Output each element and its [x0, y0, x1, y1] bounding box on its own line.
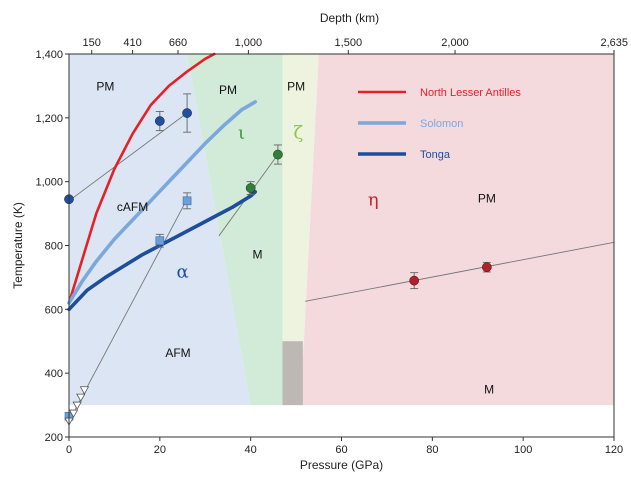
guide-line-2: [218, 154, 279, 237]
region-alpha: [69, 54, 251, 406]
y-tick-label-2: 600: [45, 304, 63, 316]
data-point-circle-blue-1: [154, 116, 165, 126]
depth-axis-title: Depth (km): [320, 11, 379, 25]
region-eta: [300, 54, 614, 406]
x-tick-label-6: 120: [605, 444, 623, 456]
series-line-solomon: [67, 100, 258, 305]
series-line-north-lesser-antilles: [67, 52, 216, 305]
y-tick-label-0: 200: [45, 432, 63, 444]
depth-axis: 150 410 660 1,000 1,500 2,000 2,635: [83, 37, 628, 54]
x-tick-label-5: 100: [514, 444, 532, 456]
region-label-cafm-3: cAFM: [117, 200, 148, 214]
y-tick-label-6: 1,400: [35, 49, 63, 61]
x-tick-label-2: 40: [245, 444, 257, 456]
region-label-pm-6: PM: [478, 191, 496, 205]
depth-tick-label-2: 660: [169, 37, 187, 49]
depth-tick-label-4: 1,500: [335, 37, 363, 49]
region-labels: PM PM PM cAFM M AFM PM Mα ι ζ η: [96, 80, 496, 397]
region-label-pm-0: PM: [96, 80, 114, 94]
guide-line-3: [305, 241, 615, 302]
phase-symbol-2: ζ: [293, 123, 303, 144]
legend-label-tonga: Tonga: [420, 149, 451, 161]
legend: North Lesser Antilles Solomon Tonga: [358, 87, 521, 161]
y-tick-label-1: 400: [45, 368, 63, 380]
region-iota: [187, 54, 283, 406]
data-point-square-lightblue-4: [155, 236, 165, 246]
guide-lines: [68, 112, 615, 422]
region-label-pm-2: PM: [287, 80, 305, 94]
x-axis-title: Pressure (GPa): [300, 458, 383, 472]
region-label-m-4: M: [252, 247, 262, 261]
phase-symbol-0: α: [176, 261, 188, 282]
region-label-m-7: M: [484, 382, 494, 396]
guide-line-0: [68, 112, 188, 202]
data-point-circle-green-6: [245, 183, 256, 193]
phase-symbol-3: η: [368, 190, 379, 211]
series-line-tonga: [67, 190, 258, 312]
geotherm-curves: [67, 52, 258, 312]
depth-tick-label-0: 150: [83, 37, 101, 49]
phase-regions: [69, 54, 614, 406]
triangle-point-2: [72, 401, 82, 410]
y-axis: 200 400 600 800 1,000 1,200 1,400: [35, 49, 69, 444]
data-point-circle-red-8: [409, 275, 420, 286]
depth-tick-label-3: 1,000: [235, 37, 263, 49]
legend-label-solomon: Solomon: [420, 118, 463, 130]
data-point-square-lightblue-5: [182, 196, 192, 206]
depth-tick-label-6: 2,635: [600, 37, 628, 49]
y-tick-label-5: 1,200: [35, 113, 63, 125]
region-gray: [282, 341, 303, 406]
x-tick-label-3: 60: [335, 444, 347, 456]
guide-line-1: [68, 199, 188, 422]
triangle-point-4: [79, 386, 90, 395]
x-tick-label-4: 80: [426, 444, 438, 456]
x-axis: 0 20 40 60 80 100 120: [66, 437, 623, 456]
phase-symbol-1: ι: [238, 123, 245, 144]
depth-tick-label-1: 410: [123, 37, 141, 49]
region-zeta: [282, 54, 319, 406]
triangle-point-3: [76, 393, 86, 402]
y-tick-label-4: 1,000: [35, 177, 63, 189]
data-point-circle-green-7: [273, 149, 283, 160]
data-point-circle-blue-2: [182, 108, 192, 118]
legend-label-north-lesser-antilles: North Lesser Antilles: [420, 87, 521, 99]
triangle-point-1: [68, 409, 79, 418]
depth-tick-label-5: 2,000: [441, 37, 469, 49]
data-point-circle-red-9: [481, 262, 492, 273]
x-tick-label-0: 0: [66, 444, 72, 456]
region-label-pm-1: PM: [219, 83, 237, 97]
region-label-afm-5: AFM: [165, 346, 190, 360]
y-axis-title: Temperature (K): [11, 202, 25, 289]
x-tick-label-1: 20: [154, 444, 166, 456]
y-tick-label-3: 800: [45, 241, 63, 253]
